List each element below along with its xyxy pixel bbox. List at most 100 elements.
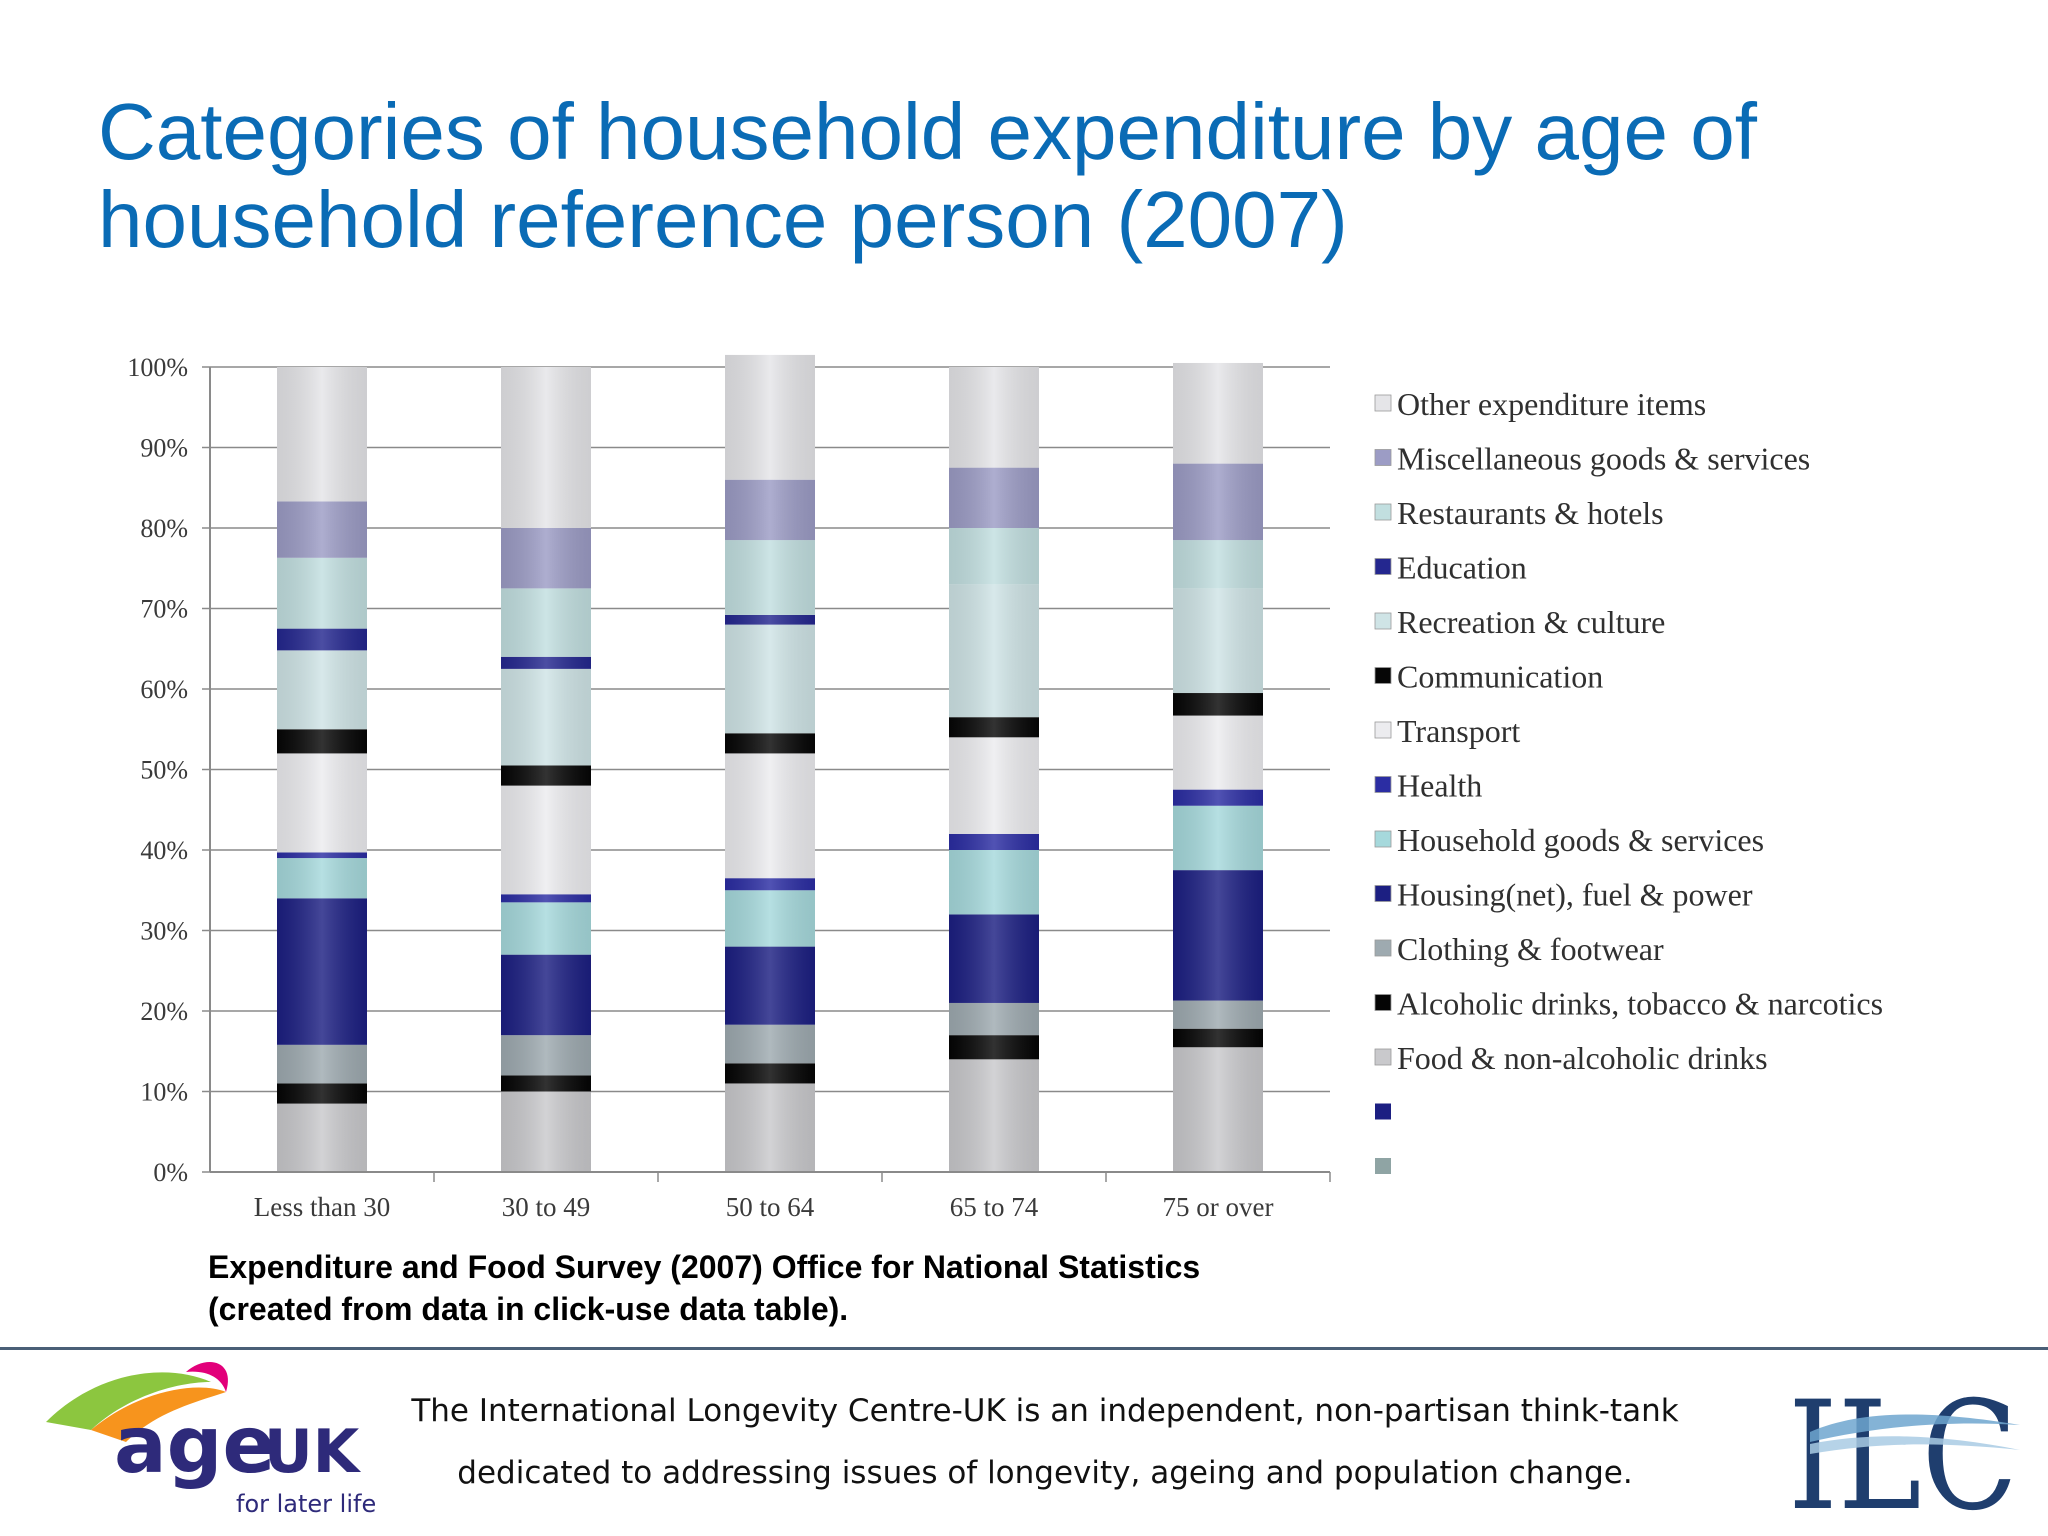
bar-segment-sheen — [725, 1083, 815, 1172]
bar-segment-sheen — [277, 650, 367, 730]
y-tick-label: 0% — [153, 1158, 188, 1187]
bar-segment-sheen — [277, 729, 367, 754]
bar-segment-sheen — [725, 1063, 815, 1084]
legend-label: Housing(net), fuel & power — [1397, 877, 1753, 913]
y-tick-label: 80% — [140, 514, 188, 543]
bar-segment-sheen — [949, 367, 1039, 468]
legend-swatch — [1374, 449, 1392, 466]
bar-segment-sheen — [501, 902, 591, 955]
slide-title: Categories of household expenditure by a… — [98, 88, 1998, 264]
x-tick-label: 50 to 64 — [726, 1192, 815, 1222]
legend-swatch-unlabeled — [1375, 1158, 1391, 1174]
bar-segment-sheen — [1173, 715, 1263, 790]
y-tick-label: 30% — [140, 917, 188, 946]
x-tick-label: 30 to 49 — [502, 1192, 591, 1222]
bar-segment-sheen — [725, 878, 815, 891]
bar-segment-sheen — [725, 354, 815, 480]
bar-segment-sheen — [277, 1044, 367, 1084]
bar-segment-sheen — [277, 557, 367, 629]
legend-label: Food & non-alcoholic drinks — [1397, 1040, 1768, 1076]
legend-label: Transport — [1397, 713, 1520, 749]
x-tick-label: 65 to 74 — [950, 1192, 1039, 1222]
legend-swatch — [1374, 830, 1392, 848]
slide-title-line-1: Categories of household expenditure by a… — [98, 87, 1757, 176]
age-uk-tagline: for later life — [236, 1490, 376, 1518]
bar-segment-sheen — [501, 367, 591, 528]
legend-label: Other expenditure items — [1397, 386, 1706, 422]
age-uk-logo: age UK for later life — [46, 1361, 376, 1518]
bar-segment-sheen — [277, 628, 367, 651]
age-uk-uk-text: UK — [264, 1417, 362, 1487]
bar-segment-sheen — [501, 1035, 591, 1076]
bar-segment-sheen — [277, 367, 367, 502]
bar-segment-sheen — [725, 733, 815, 754]
legend-label: Health — [1397, 768, 1482, 804]
bar-segment-sheen — [277, 753, 367, 853]
bar-segment-sheen — [725, 890, 815, 947]
bar-segment-sheen — [501, 668, 591, 766]
legend-label: Restaurants & hotels — [1397, 495, 1664, 531]
bar-segment-sheen — [1173, 1028, 1263, 1048]
source-caption-line-1: Expenditure and Food Survey (2007) Offic… — [208, 1249, 1201, 1285]
legend-swatch — [1374, 939, 1392, 957]
footer-statement: The International Longevity Centre-UK is… — [380, 1380, 1710, 1504]
axes: 0% 10% 20% 30% 40% 50% 60% 70% 80% 90% 100% Less th… — [127, 353, 1331, 1222]
bar-segment-sheen — [1173, 789, 1263, 806]
bar-segment-sheen — [949, 467, 1039, 528]
bar-segment-sheen — [1173, 463, 1263, 541]
legend-swatch-unlabeled — [1375, 1103, 1391, 1120]
source-caption-line-2: (created from data in click-use data tab… — [208, 1291, 849, 1327]
bar-segment-sheen — [949, 850, 1039, 915]
bar-segment-sheen — [501, 588, 591, 657]
y-tick-label: 90% — [140, 434, 188, 463]
bar-segment-sheen — [725, 614, 815, 625]
bar-segment-sheen — [501, 954, 591, 1036]
bar-segment-sheen — [1173, 540, 1263, 589]
bar-segment-sheen — [725, 946, 815, 1025]
bar-segment-sheen — [949, 717, 1039, 738]
bar-segment-sheen — [725, 479, 815, 541]
bar-segment-sheen — [1173, 805, 1263, 871]
x-tick-label: 75 or over — [1163, 1192, 1274, 1222]
legend-swatch — [1374, 885, 1392, 902]
bar-segment-sheen — [277, 501, 367, 558]
y-tick-label: 100% — [127, 353, 188, 382]
legend-label: Household goods & services — [1397, 822, 1764, 858]
legend-label: Communication — [1397, 659, 1603, 695]
y-tick-label: 10% — [140, 1078, 188, 1107]
footer-divider — [0, 1347, 2048, 1350]
stacked-bar-chart: 0% 10% 20% 30% 40% 50% 60% 70% 80% 90% 100% Less th… — [127, 353, 1883, 1222]
y-tick-label: 60% — [140, 675, 188, 704]
bar-segment-sheen — [501, 1075, 591, 1092]
bar-segment-sheen — [725, 540, 815, 615]
legend-swatch — [1374, 1048, 1392, 1066]
bar-segment-sheen — [949, 914, 1039, 1003]
legend-swatch — [1374, 503, 1392, 521]
ilc-logo: ILC — [1788, 1370, 2020, 1520]
legend-label: Recreation & culture — [1397, 604, 1665, 640]
slide-title-line-2: household reference person (2007) — [98, 175, 1348, 264]
legend-swatch — [1374, 394, 1392, 412]
bar-segment-sheen — [949, 1035, 1039, 1060]
bar-segment-sheen — [501, 528, 591, 589]
y-tick-label: 40% — [140, 836, 188, 865]
age-uk-wordmark: age — [114, 1401, 275, 1491]
legend: Other expenditure items Miscellaneous goo… — [1374, 386, 1883, 1174]
bars — [277, 354, 1263, 1172]
legend-swatch — [1374, 667, 1392, 684]
bar-segment-sheen — [277, 1083, 367, 1104]
bar-segment-sheen — [1173, 870, 1263, 1001]
bar-segment-sheen — [501, 894, 591, 903]
footer-line-1: The International Longevity Centre-UK is… — [411, 1393, 1679, 1429]
bar-segment-sheen — [949, 1059, 1039, 1172]
legend-swatch — [1374, 558, 1392, 575]
bar-segment-sheen — [949, 584, 1039, 718]
bar-segment-sheen — [725, 1024, 815, 1064]
y-tick-label: 20% — [140, 997, 188, 1026]
x-tick-label: Less than 30 — [254, 1192, 390, 1222]
bar-segment-sheen — [949, 1002, 1039, 1036]
bar-segment-sheen — [277, 852, 367, 859]
footer-line-2: dedicated to addressing issues of longev… — [457, 1455, 1633, 1491]
bar-segment-sheen — [949, 833, 1039, 850]
bar-segment-sheen — [501, 656, 591, 669]
